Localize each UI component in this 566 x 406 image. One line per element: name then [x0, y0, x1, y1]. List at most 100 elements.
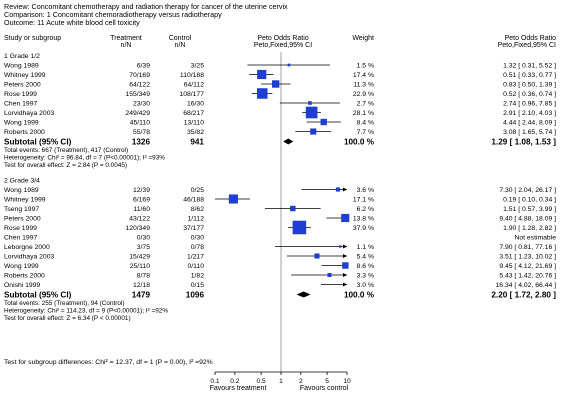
- study-weight: 22.9 %: [353, 91, 374, 98]
- x-tick-label: 10: [343, 378, 351, 385]
- study-weight: 8.6 %: [357, 263, 374, 270]
- study-name: Wong 1999: [4, 263, 39, 270]
- study-weight: 6.2 %: [357, 206, 374, 213]
- col-or-header: Peto Odds Ratio: [257, 35, 308, 42]
- study-name: Chen 1997: [4, 101, 37, 108]
- treatment-events: 43/122: [129, 216, 150, 223]
- study-weight: 1.1 %: [357, 244, 374, 251]
- study-marker: [292, 220, 307, 235]
- treatment-events: 15/429: [129, 254, 150, 261]
- subtotal-control: 941: [190, 138, 204, 147]
- study-name: Roberts 2000: [4, 273, 45, 280]
- control-events: 108/177: [179, 91, 204, 98]
- study-weight: 2.7 %: [357, 101, 374, 108]
- study-name: Roberts 2000: [4, 129, 45, 136]
- study-name: Peters 2000: [4, 216, 41, 223]
- treatment-events: 11/60: [133, 206, 150, 213]
- x-tick-label: 1: [279, 378, 283, 385]
- study-ci: 4.44 [ 2.44, 8.09 ]: [503, 120, 556, 127]
- study-name: Rose 1999: [4, 91, 37, 98]
- study-ci: Not estimable: [514, 235, 556, 242]
- treatment-events: 45/110: [130, 120, 151, 127]
- study-marker: [342, 262, 349, 269]
- treatment-events: 23/30: [133, 101, 150, 108]
- study-name: Wong 1999: [4, 120, 39, 127]
- subtotal-label: Subtotal (95% CI): [4, 138, 72, 147]
- study-marker: [305, 106, 318, 119]
- control-events: 3/25: [191, 63, 204, 70]
- study-marker: [320, 118, 327, 126]
- study-weight: 7.7 %: [357, 129, 374, 136]
- control-events: 13/110: [184, 120, 205, 127]
- study-ci: 9.40 [ 4.88, 18.09 ]: [499, 216, 556, 223]
- subgroup-note: Test for overall effect: Z = 2.84 (P = 0…: [4, 162, 127, 169]
- treatment-events: 25/110: [130, 263, 151, 270]
- study-weight: 13.8 %: [353, 216, 374, 223]
- control-events: 0/78: [191, 244, 204, 251]
- subgroup-difference-test: Test for subgroup differences: Chi² = 12…: [4, 359, 213, 366]
- study-weight: 8.4 %: [357, 120, 374, 127]
- study-marker: [310, 128, 317, 135]
- study-name: Peters 2000: [4, 82, 41, 89]
- study-ci: 1.32 [ 0.31, 5.52 ]: [503, 63, 556, 70]
- study-marker: [257, 69, 267, 80]
- subgroup-note: Total events: 255 (Treatment), 94 (Contr…: [4, 300, 125, 307]
- col-treatment-header: Treatment: [110, 35, 142, 42]
- study-ci: 1.51 [ 0.57, 3.99 ]: [503, 206, 556, 213]
- favours-treatment-label: Favours treatment: [210, 385, 267, 392]
- study-marker: [314, 253, 320, 259]
- control-events: 16/30: [187, 101, 204, 108]
- col-control-header: Control: [169, 35, 192, 42]
- control-events: 46/188: [183, 197, 204, 204]
- control-events: 1/112: [187, 216, 204, 223]
- treatment-events: 3/75: [137, 244, 150, 251]
- study-ci: 0.19 [ 0.10, 0.34 ]: [503, 197, 556, 204]
- treatment-events: 249/429: [125, 110, 150, 117]
- x-tick-label: 0.2: [230, 378, 239, 385]
- treatment-events: 64/122: [129, 82, 150, 89]
- control-events: 0/25: [191, 187, 204, 194]
- study-weight: 37.9 %: [353, 225, 374, 232]
- study-weight: 1.5 %: [357, 63, 374, 70]
- treatment-events: 120/349: [125, 225, 150, 232]
- study-ci: 0.83 [ 0.50, 1.39 ]: [503, 82, 556, 89]
- col-treatment-nn: n/N: [121, 42, 132, 49]
- study-weight: 28.1 %: [353, 110, 374, 117]
- control-events: 0/30: [191, 235, 204, 242]
- study-ci: 2.91 [ 2.10, 4.03 ]: [503, 110, 556, 117]
- treatment-events: 12/18: [133, 282, 150, 289]
- study-ci: 9.45 [ 4.12, 21.69 ]: [499, 263, 556, 270]
- study-name: Lorvidhaya 2003: [4, 254, 54, 261]
- study-weight: 17.4 %: [353, 72, 374, 79]
- col-or-right-header: Peto Odds Ratio: [505, 35, 556, 42]
- ci-arrow: [343, 282, 347, 287]
- study-ci: 1.90 [ 1.28, 2.82 ]: [503, 225, 556, 232]
- subtotal-weight: 100.0 %: [344, 138, 375, 147]
- outcome-title: Outcome: 11 Acute white blood cell toxic…: [4, 18, 140, 27]
- study-weight: 3.0 %: [357, 282, 374, 289]
- control-events: 8/62: [191, 206, 204, 213]
- study-name: Whitney 1999: [4, 197, 46, 204]
- study-weight: 17.1 %: [353, 197, 374, 204]
- subtotal-diamond: [296, 291, 311, 298]
- study-ci: 5.43 [ 1.42, 20.76 ]: [499, 273, 556, 280]
- study-marker: [308, 101, 312, 105]
- study-ci: 7.30 [ 2.04, 26.17 ]: [499, 187, 556, 194]
- subgroup-title: 1 Grade 1/2: [4, 53, 40, 60]
- study-marker: [290, 205, 296, 212]
- ci-arrow: [343, 187, 347, 192]
- control-events: 110/188: [180, 72, 204, 79]
- col-weight-header: Weight: [352, 35, 374, 42]
- treatment-events: 55/78: [133, 129, 150, 136]
- subtotal-treatment: 1479: [132, 291, 151, 300]
- ci-arrow: [343, 244, 347, 249]
- study-name: Chen 1997: [4, 235, 37, 242]
- x-tick-label: 2: [299, 378, 303, 385]
- control-events: 0/15: [191, 282, 204, 289]
- study-marker: [256, 88, 268, 99]
- col-control-nn: n/N: [175, 42, 186, 49]
- study-name: Onishi 1999: [4, 282, 40, 289]
- study-weight: 3.3 %: [357, 273, 374, 280]
- study-name: Wong 1989: [4, 63, 39, 70]
- subtotal-control: 1096: [186, 291, 205, 300]
